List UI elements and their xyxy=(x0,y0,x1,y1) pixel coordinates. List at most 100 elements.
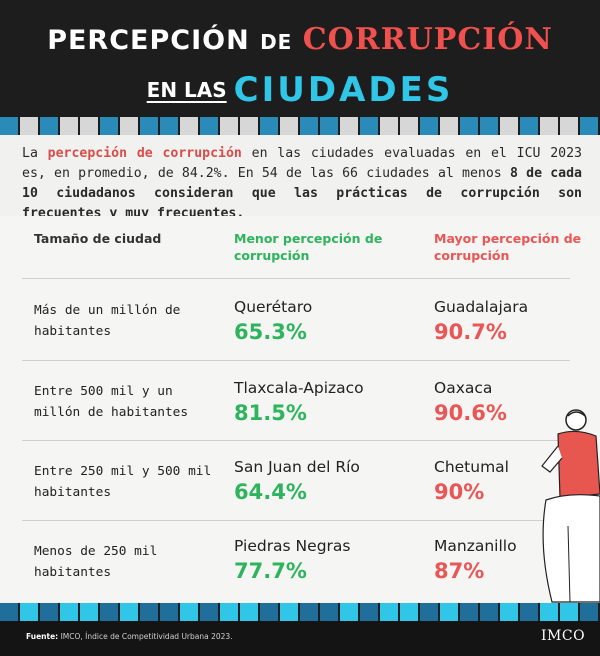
pattern-tile xyxy=(380,117,400,135)
pattern-tile xyxy=(560,117,580,135)
row-high-city: Manzanillo xyxy=(434,537,517,555)
pattern-tile xyxy=(340,603,360,621)
divider xyxy=(22,278,570,279)
title-word-corrupcion: CORRUPCIÓN xyxy=(302,22,553,57)
row-high-pct: 90.6% xyxy=(434,401,507,425)
pattern-tile xyxy=(0,117,20,135)
pattern-tile xyxy=(180,117,200,135)
pattern-tile xyxy=(260,603,280,621)
pattern-tile xyxy=(400,117,420,135)
pattern-tile xyxy=(540,603,560,621)
header-high: Mayor percepción de corrupción xyxy=(434,231,582,263)
pattern-tile xyxy=(420,603,440,621)
row-low-pct: 81.5% xyxy=(234,401,307,425)
title-word-en-las: EN LAS xyxy=(146,78,227,102)
pattern-tile xyxy=(560,603,580,621)
row-low-city: Tlaxcala-Apizaco xyxy=(234,379,364,397)
pattern-tile xyxy=(480,117,500,135)
pattern-tile xyxy=(460,117,480,135)
divider xyxy=(22,440,570,441)
pattern-tile xyxy=(400,603,420,621)
pattern-tile xyxy=(80,117,100,135)
row-low-city: San Juan del Río xyxy=(234,458,360,476)
row-high-pct: 87% xyxy=(434,559,485,583)
source-note: Fuente: IMCO, Índice de Competitividad U… xyxy=(26,632,233,641)
pattern-tile xyxy=(440,117,460,135)
imco-logo: IMCO xyxy=(541,628,586,644)
row-high-pct: 90% xyxy=(434,480,485,504)
intro-paragraph: La percepción de corrupción en las ciuda… xyxy=(22,144,582,224)
row-size: Entre 500 mil y un millón de habitantes xyxy=(34,384,189,420)
pattern-tile xyxy=(240,603,260,621)
pattern-tile xyxy=(40,117,60,135)
divider xyxy=(22,360,570,361)
row-low-pct: 64.4% xyxy=(234,480,307,504)
pattern-tile xyxy=(40,603,60,621)
pattern-tile xyxy=(200,603,220,621)
intro-highlight: percepción de corrupción xyxy=(47,146,242,161)
row-high-city: Guadalajara xyxy=(434,298,529,316)
pattern-tile xyxy=(500,117,520,135)
pattern-tile xyxy=(520,603,540,621)
pattern-tile xyxy=(300,603,320,621)
row-size: Menos de 250 mil habitantes xyxy=(34,544,158,580)
pattern-tile xyxy=(220,603,240,621)
header: PERCEPCIÓN DE CORRUPCIÓN EN LAS CIUDADES xyxy=(0,0,600,117)
pattern-tile xyxy=(140,117,160,135)
pattern-tile xyxy=(380,603,400,621)
pattern-tile xyxy=(20,603,40,621)
source-label: Fuente: xyxy=(26,632,59,641)
pattern-tile xyxy=(500,603,520,621)
pattern-tile xyxy=(420,117,440,135)
pattern-tile xyxy=(460,603,480,621)
pattern-tile xyxy=(580,117,600,135)
title-word-percepcion: PERCEPCIÓN xyxy=(47,25,250,56)
pattern-tile xyxy=(440,603,460,621)
pattern-tile xyxy=(360,117,380,135)
pattern-tile xyxy=(320,603,340,621)
row-low-city: Piedras Negras xyxy=(234,537,351,555)
pattern-tile xyxy=(160,603,180,621)
pattern-tile xyxy=(220,117,240,135)
row-size: Más de un millón de habitantes xyxy=(34,303,181,339)
pattern-tile xyxy=(280,603,300,621)
header-low: Menor percepción de corrupción xyxy=(234,231,383,263)
header-size: Tamaño de ciudad xyxy=(34,231,162,246)
divider xyxy=(22,520,570,521)
pattern-tile xyxy=(200,117,220,135)
pattern-tile xyxy=(260,117,280,135)
pattern-tile xyxy=(540,117,560,135)
row-low-pct: 65.3% xyxy=(234,320,307,344)
pattern-tile xyxy=(140,603,160,621)
row-high-city: Chetumal xyxy=(434,458,509,476)
row-size: Entre 250 mil y 500 mil habitantes xyxy=(34,464,212,500)
pattern-tile xyxy=(320,117,340,135)
intro-text-2: en las ciudades evaluadas en el ICU 2023… xyxy=(22,146,582,181)
pattern-tile xyxy=(360,603,380,621)
comparison-table: Tamaño de ciudad Menor percepción de cor… xyxy=(0,216,600,602)
source-text: IMCO, Índice de Competitividad Urbana 20… xyxy=(60,632,233,641)
page-title-line1: PERCEPCIÓN DE CORRUPCIÓN xyxy=(0,22,600,57)
title-word-de: DE xyxy=(260,30,293,54)
row-high-city: Oaxaca xyxy=(434,379,493,397)
pattern-tile xyxy=(160,117,180,135)
pattern-tile xyxy=(120,117,140,135)
pattern-tile xyxy=(120,603,140,621)
pattern-tile xyxy=(80,603,100,621)
row-low-pct: 77.7% xyxy=(234,559,307,583)
pattern-tile xyxy=(180,603,200,621)
pattern-tile xyxy=(100,117,120,135)
page-title-line2: EN LAS CIUDADES xyxy=(0,66,600,110)
pattern-tile xyxy=(580,603,600,621)
pattern-tile xyxy=(60,603,80,621)
pattern-tile xyxy=(60,117,80,135)
title-word-ciudades: CIUDADES xyxy=(233,70,454,110)
pattern-tile xyxy=(340,117,360,135)
pattern-tile xyxy=(280,117,300,135)
person-illustration xyxy=(541,409,600,603)
row-low-city: Querétaro xyxy=(234,298,313,316)
footer: Fuente: IMCO, Índice de Competitividad U… xyxy=(0,621,600,656)
pattern-tile xyxy=(0,603,20,621)
pattern-tile xyxy=(480,603,500,621)
pattern-tile xyxy=(300,117,320,135)
